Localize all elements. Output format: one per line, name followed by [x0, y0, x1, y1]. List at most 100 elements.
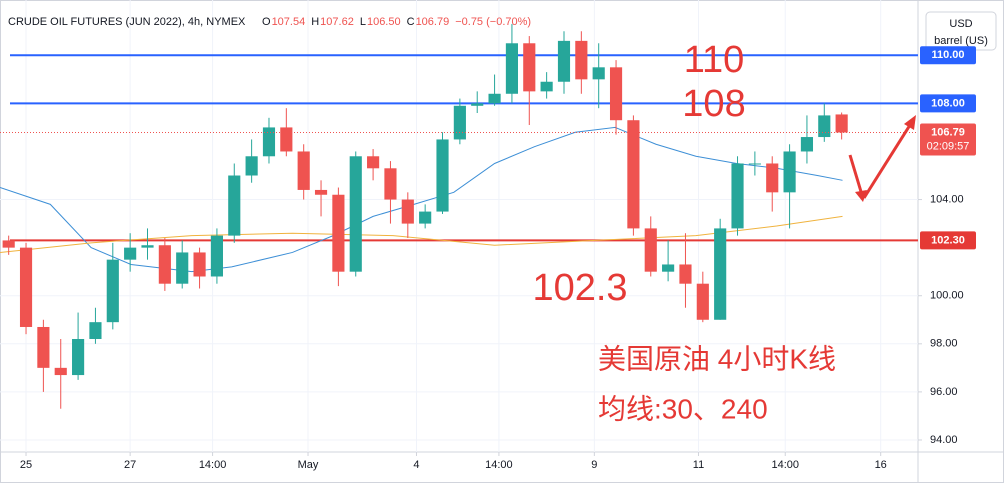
- level-label-box: [920, 94, 976, 113]
- ohlc-value: 106.50: [367, 16, 401, 28]
- candle-body: [384, 168, 397, 200]
- candle-body: [2, 240, 15, 248]
- candle-body: [453, 105, 466, 140]
- x-tick-label: 11: [693, 459, 704, 471]
- candle-body: [176, 252, 189, 284]
- candle-body: [540, 81, 553, 92]
- candle-body: [505, 43, 519, 94]
- x-tick-label: 14:00: [199, 459, 227, 471]
- countdown: 02:09:57: [927, 140, 970, 152]
- ohlc-value: 106.79: [416, 16, 450, 28]
- candle-body: [696, 283, 709, 320]
- chart-title: CRUDE OIL FUTURES (JUN 2022), 4h, NYMEX: [8, 16, 246, 28]
- level-label-box: [920, 231, 976, 250]
- candle-body: [37, 326, 50, 368]
- candle-body: [228, 175, 241, 236]
- candle-body: [523, 43, 536, 92]
- y-tick-label: 94.00: [930, 434, 958, 446]
- candle-body: [245, 156, 258, 176]
- candle-body: [436, 139, 449, 212]
- ohlc-key: O: [262, 16, 271, 28]
- ohlc-values: O 107.54 H 107.62 L 106.50 C 106.79 −0.75 (−0.70…: [262, 16, 531, 28]
- currency[interactable]: USD: [949, 18, 972, 30]
- candle-body: [106, 259, 119, 323]
- candle-body: [488, 93, 501, 104]
- candle-body: [158, 245, 171, 284]
- annotation: 110: [684, 39, 745, 81]
- y-tick-label: 100.00: [930, 290, 964, 302]
- x-tick-label: 16: [875, 459, 887, 471]
- ma-line: [0, 126, 843, 273]
- candle-body: [592, 67, 605, 80]
- y-tick-label: 104.00: [930, 193, 964, 205]
- grid: [0, 0, 918, 452]
- level-label: 108.00: [931, 97, 965, 109]
- annotation: 均线:30、240: [598, 393, 768, 424]
- candle-body: [124, 247, 137, 260]
- candle-body: [280, 127, 293, 152]
- x-tick-label: 14:00: [485, 459, 513, 471]
- y-tick-label: 98.00: [930, 338, 958, 350]
- candle-body: [714, 228, 727, 320]
- candle-body: [818, 115, 831, 138]
- candle-body: [193, 252, 206, 277]
- candle-body: [367, 156, 380, 169]
- x-tick-label: May: [298, 459, 319, 471]
- x-tick-label: 27: [124, 459, 136, 471]
- candle-body: [419, 211, 432, 224]
- legend: CRUDE OIL FUTURES (JUN 2022), 4h, NYMEX …: [8, 16, 531, 28]
- ohlc-value: 107.54: [272, 16, 306, 28]
- candle-body: [662, 264, 675, 272]
- ohlc-key: C: [407, 16, 415, 28]
- arrows: [848, 115, 916, 202]
- candle-body: [141, 245, 154, 248]
- candle-body: [783, 151, 796, 193]
- x-tick-label: 25: [20, 459, 32, 471]
- candle-body: [644, 228, 657, 272]
- plot: [0, 24, 918, 409]
- candle-body: [609, 67, 623, 121]
- candle-body: [766, 163, 779, 193]
- candle-body: [401, 199, 414, 224]
- candle-body: [297, 151, 310, 190]
- ohlc-value: 107.62: [320, 16, 354, 28]
- candle-body: [679, 264, 692, 284]
- candle-body: [210, 235, 223, 277]
- x-tick-label: 14:00: [771, 459, 799, 471]
- last-price-label: 106.79: [931, 126, 965, 138]
- candle-body: [627, 120, 640, 229]
- unit[interactable]: barrel (US): [934, 35, 988, 47]
- candle-body: [748, 163, 761, 165]
- x-tick-label: 4: [413, 459, 419, 471]
- level-label: 110.00: [931, 49, 964, 61]
- candle-body: [262, 127, 276, 157]
- candle-body: [557, 40, 571, 82]
- candle-body: [314, 189, 328, 195]
- level-label-box: [920, 46, 976, 65]
- price-axis: 94.00 96.00 98.00 100.00 104.00 25 27 14:00 May 4…: [20, 46, 976, 471]
- change: −0.75 (−0.70%): [455, 16, 531, 28]
- candle-body: [349, 156, 362, 272]
- annotation: 108: [682, 83, 745, 125]
- candle-body: [575, 40, 588, 80]
- candle-body: [89, 322, 102, 339]
- candle-body: [54, 367, 67, 376]
- candle-body: [471, 103, 484, 106]
- y-tick-label: 96.00: [930, 386, 958, 398]
- candle-body: [800, 137, 814, 152]
- ohlc-key: H: [311, 16, 319, 28]
- candle-body: [332, 194, 345, 272]
- ma-line: [0, 215, 843, 253]
- last-price-box: [920, 123, 976, 156]
- ohlc-key: L: [360, 16, 366, 28]
- annotation: 102.3: [532, 267, 627, 309]
- candle-body: [72, 339, 85, 376]
- candle-body: [835, 114, 848, 133]
- candle-body: [731, 163, 744, 229]
- x-tick-label: 9: [591, 459, 597, 471]
- candle-body: [19, 247, 33, 327]
- level-label: 102.30: [931, 234, 965, 246]
- annotation: 美国原油 4小时K线: [598, 343, 836, 374]
